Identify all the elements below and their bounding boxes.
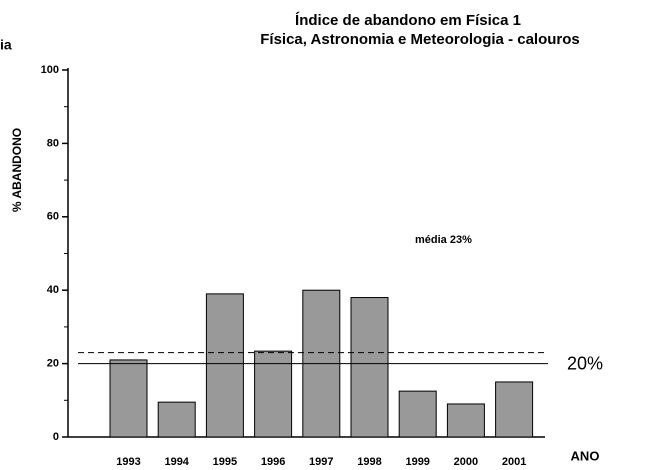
x-axis-label: ANO — [571, 448, 600, 463]
chart-title: Índice de abandono em Física 1 — [295, 12, 521, 29]
y-tick-label: 80 — [47, 137, 59, 149]
y-tick-label: 60 — [47, 211, 59, 223]
cropped-text: ia — [0, 37, 12, 53]
bar — [254, 350, 293, 438]
bar — [350, 297, 389, 438]
y-tick-label: 100 — [41, 64, 59, 76]
y-tick-label: 20 — [47, 358, 59, 370]
x-tick-label: 1993 — [116, 456, 140, 468]
bar — [495, 381, 534, 438]
bar — [109, 359, 148, 438]
chart-subtitle: Física, Astronomia e Meteorologia - calo… — [260, 31, 580, 48]
y-tick-label: 0 — [53, 431, 59, 443]
bar — [205, 293, 244, 438]
bar — [446, 403, 485, 438]
annotation: média 23% — [415, 234, 472, 246]
reference-label: 20% — [567, 353, 603, 373]
x-tick-label: 1996 — [261, 456, 285, 468]
bar — [398, 390, 437, 438]
y-tick-label: 40 — [47, 284, 59, 296]
bar — [157, 401, 196, 438]
x-tick-label: 1999 — [405, 456, 429, 468]
y-axis-label: % ABANDONO — [10, 128, 24, 212]
x-tick-label: 2000 — [454, 456, 478, 468]
x-tick-label: 1995 — [213, 456, 237, 468]
x-tick-label: 1994 — [164, 456, 189, 468]
x-tick-label: 1997 — [309, 456, 333, 468]
x-tick-label: 2001 — [502, 456, 526, 468]
x-tick-label: 1998 — [357, 456, 381, 468]
